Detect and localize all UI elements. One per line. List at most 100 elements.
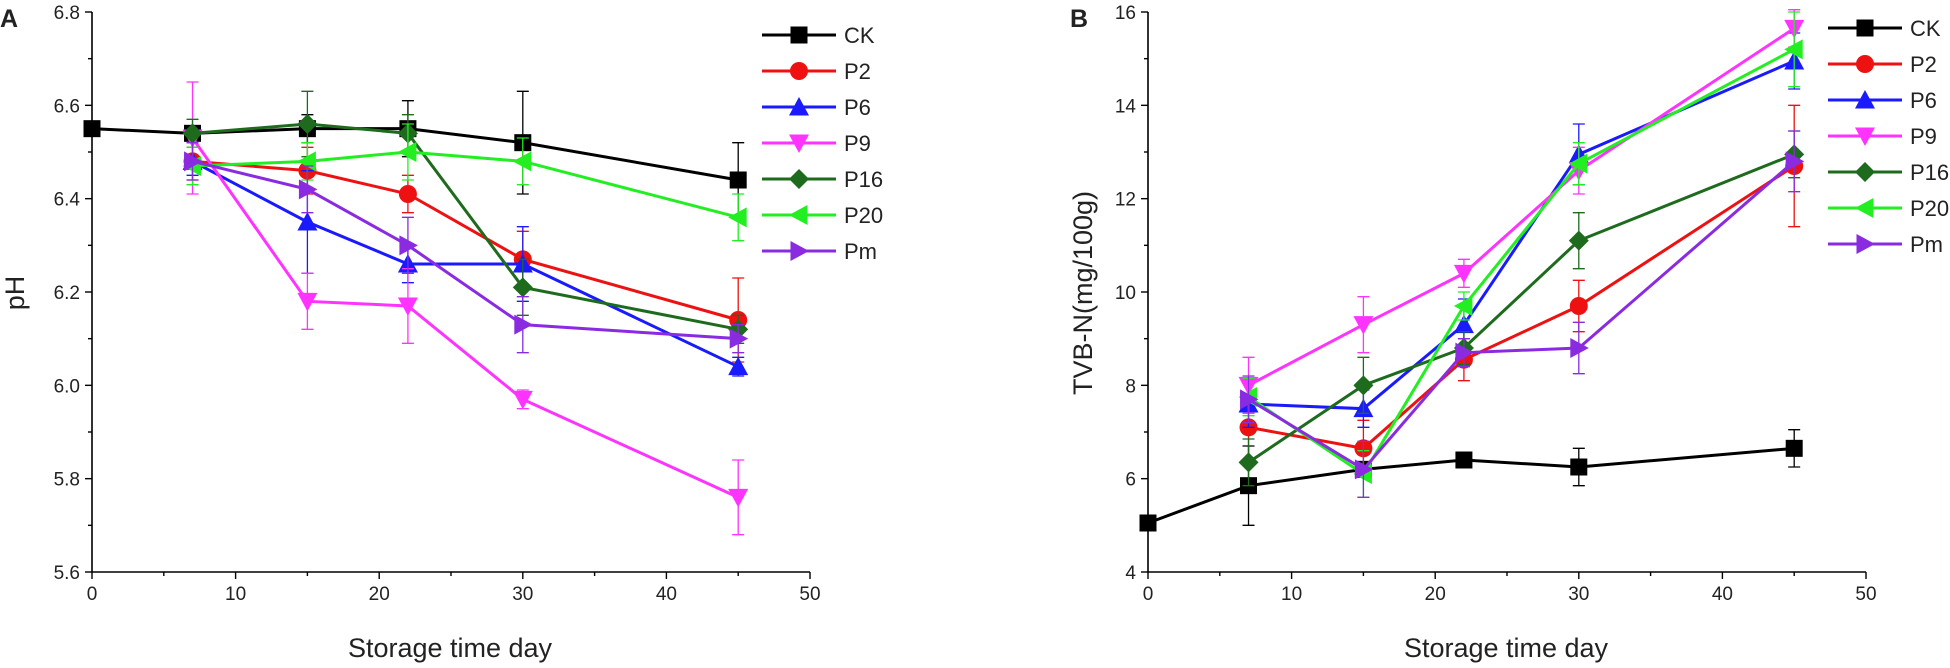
panel-b-point-ck xyxy=(1455,451,1473,469)
panel-b-point-p6 xyxy=(1453,314,1474,334)
panel-a-series-line-p6 xyxy=(191,160,739,369)
panel-a-x-tick-label: 20 xyxy=(369,584,390,605)
panel-b-point-p20 xyxy=(1568,153,1588,174)
panel-a-legend-label-p20: P20 xyxy=(844,203,883,228)
panel-a-series-p20 xyxy=(182,123,747,242)
panel-b-legend-item-p9: P9 xyxy=(1828,124,1937,149)
panel-b-series-pm xyxy=(1240,130,1805,498)
panel-b-legend-marker-p6 xyxy=(1855,90,1875,109)
panel-a-point-p2 xyxy=(398,185,417,203)
panel-b-series-line-ck xyxy=(1147,446,1795,525)
panel-b-x-tick-label: 40 xyxy=(1712,584,1733,605)
panel-b-label: B xyxy=(1070,5,1088,33)
panel-b-point-p20 xyxy=(1784,39,1803,60)
panel-a-series-p9 xyxy=(182,81,749,536)
panel-b-legend-marker-ck xyxy=(1856,19,1874,37)
panel-a-legend-label-p9: P9 xyxy=(844,131,871,156)
panel-b-y-tick-label: 6 xyxy=(1125,470,1136,491)
panel-a-legend-label-p16: P16 xyxy=(844,167,883,192)
panel-a-legend: CK P2 P6 P9 P16 P20 Pm xyxy=(762,23,883,264)
panel-b-point-ck xyxy=(1570,458,1588,476)
panel-a-legend-item-ck: CK xyxy=(762,23,875,48)
panel-b-point-p20 xyxy=(1453,296,1473,316)
panel-b-legend-label-p2: P2 xyxy=(1910,52,1937,77)
panel-b-x-axis-title: Storage time day xyxy=(1404,633,1609,663)
panel-a-legend-label-p6: P6 xyxy=(844,95,871,120)
panel-b-point-p2 xyxy=(1569,297,1588,315)
panel-b-y-tick-label: 14 xyxy=(1115,96,1137,117)
panel-a-series-line-p9 xyxy=(191,137,739,499)
panel-b-point-p9 xyxy=(1353,316,1374,335)
panel-a-x-tick-label: 30 xyxy=(512,584,533,605)
panel-a-legend-marker-p16 xyxy=(789,169,809,189)
panel-b-point-pm xyxy=(1785,151,1805,172)
panel-b-y-tick-label: 16 xyxy=(1115,3,1136,24)
panel-a-x-tick-label: 0 xyxy=(87,584,98,605)
panel-a-point-pm xyxy=(399,235,418,256)
panel-b-x-tick-label: 0 xyxy=(1143,584,1154,605)
panel-a-legend-marker-p9 xyxy=(789,134,809,153)
panel-a-y-tick-label: 6.4 xyxy=(54,190,81,211)
panel-b-x-tick-label: 30 xyxy=(1568,584,1589,605)
panel-a-point-p16 xyxy=(512,277,533,298)
panel-b-x-tick-label: 50 xyxy=(1855,584,1876,605)
panel-b-x-tick-label: 20 xyxy=(1425,584,1446,605)
panel-b-legend-marker-p16 xyxy=(1855,162,1875,182)
panel-a-legend-item-p2: P2 xyxy=(762,59,871,84)
panel-b-point-pm xyxy=(1570,338,1589,358)
panel-a-y-tick-label: 6.8 xyxy=(54,3,80,24)
panel-b-y-tick-label: 4 xyxy=(1125,563,1136,584)
panel-a-legend-marker-pm xyxy=(790,241,809,261)
panel-a-point-p9 xyxy=(512,390,533,410)
panel-b-legend-item-p6: P6 xyxy=(1828,88,1937,113)
panel-a-series-pm xyxy=(184,142,749,354)
panel-b-legend-label-p6: P6 xyxy=(1910,88,1937,113)
panel-a-y-tick-label: 6.0 xyxy=(54,376,80,397)
panel-a-y-tick-label: 5.6 xyxy=(54,563,80,584)
panel-b-legend-marker-p9 xyxy=(1855,127,1875,146)
panel-b-y-tick-label: 12 xyxy=(1115,190,1136,211)
panel-a-point-pm xyxy=(298,179,318,200)
panel-b-legend-item-ck: CK xyxy=(1828,16,1941,41)
panel-a-series-p6 xyxy=(182,146,749,377)
panel-b-legend-marker-p20 xyxy=(1855,198,1874,218)
panel-b-legend: CK P2 P6 P9 P16 P20 Pm xyxy=(1828,16,1949,257)
panel-b-point-pm xyxy=(1354,459,1374,480)
panel-a-y-axis-title: pH xyxy=(0,276,30,311)
panel-a-legend-marker-ck xyxy=(790,26,808,44)
panel-b-point-p9 xyxy=(1453,264,1474,284)
panel-b-y-axis-title: TVB-N(mg/100g) xyxy=(1068,191,1098,395)
panel-a-point-p9 xyxy=(397,297,418,316)
panel-a-point-p6 xyxy=(728,356,749,376)
panel-b-legend-item-p2: P2 xyxy=(1828,52,1937,77)
panel-b-series-p16 xyxy=(1238,130,1805,487)
panel-a-series-line-p2 xyxy=(192,159,739,322)
panel-a-y-tick-label: 6.6 xyxy=(54,96,80,117)
panel-b-x-tick-label: 10 xyxy=(1281,584,1302,605)
panel-b-legend-marker-p2 xyxy=(1856,55,1874,73)
panel-a-point-p9 xyxy=(297,292,318,312)
panel-a-x-tick-label: 40 xyxy=(656,584,677,605)
panel-a-point-p9 xyxy=(728,488,749,508)
panel-a-x-axis-title: Storage time day xyxy=(348,633,553,663)
panel-b-series-p6 xyxy=(1238,32,1805,428)
panel-b-legend-item-p20: P20 xyxy=(1828,196,1949,221)
panel-b-series-line-pm xyxy=(1247,160,1796,472)
panel-a-legend-marker-p6 xyxy=(789,97,809,116)
panel-b-series-ck xyxy=(1139,429,1803,532)
panel-a-x-tick-label: 50 xyxy=(799,584,820,605)
panel-a-legend-item-pm: Pm xyxy=(762,239,877,264)
panel-a-y-tick-label: 5.8 xyxy=(54,470,80,491)
panel-a-plot-area: 0 10 20 30 40 50 5.6 5.8 6.0 6.2 6.4 6.6 6.8 xyxy=(54,3,821,605)
panel-a-legend-label-p2: P2 xyxy=(844,59,871,84)
panel-a-x-tick-label: 10 xyxy=(225,584,246,605)
panel-b-series-line-p20 xyxy=(1247,48,1795,477)
panel-a-point-p6 xyxy=(297,212,318,231)
panel-a-legend-marker-p2 xyxy=(790,62,808,80)
panel-b-point-pm xyxy=(1455,342,1474,363)
panel-a-label: A xyxy=(0,5,18,33)
panel-a-legend-item-p16: P16 xyxy=(762,167,883,192)
panel-a-legend-item-p6: P6 xyxy=(762,95,871,120)
panel-b-point-ck xyxy=(1139,514,1157,532)
